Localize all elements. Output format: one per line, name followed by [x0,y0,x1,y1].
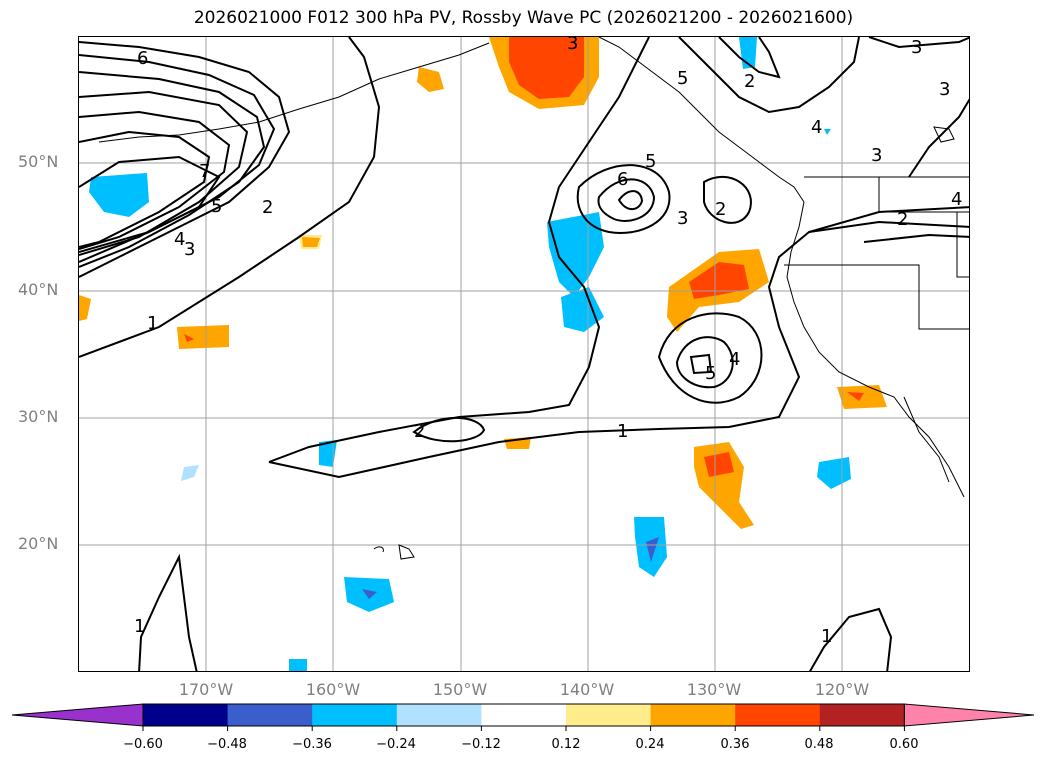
contour-label: 3 [871,145,882,166]
pv-contours [79,37,969,671]
contour-label: 1 [147,313,158,334]
contour-label: 2 [715,199,726,220]
colorbar-tick-label: 0.60 [890,737,919,752]
contour-label: 4 [951,189,962,210]
contour-label: 1 [617,421,628,442]
colorbar-ticks: −0.60 −0.48 −0.36 −0.24 −0.12 0.12 0.24 … [123,737,918,752]
graticule [79,37,969,671]
colorbar-cell [143,704,229,726]
contour-label: 6 [617,169,628,190]
contour-label: 5 [705,363,716,384]
lat-label-40n: 40°N [18,280,59,299]
lon-label-120w: 120°W [814,680,870,699]
contour-label: 3 [184,239,195,260]
contour-label: 4 [174,229,185,250]
contour-label: 3 [939,79,950,100]
colorbar-cell [735,704,821,726]
colorbar-cells [11,703,1035,731]
lon-label-150w: 150°W [432,680,488,699]
contour-label: 5 [211,196,222,217]
map-panel: 6 7 5 4 3 2 1 3 2 6 5 3 2 4 5 2 1 1 1 3 … [78,36,970,672]
colorbar-tick-label: −0.12 [461,737,501,752]
contour-label: 5 [677,68,688,89]
colorbar-tick-label: −0.24 [376,737,416,752]
colorbar-cell [312,704,398,726]
colorbar-extend-max [903,703,1035,727]
contour-label: 7 [199,161,210,182]
lon-label-130w: 130°W [686,680,742,699]
colorbar-outline [142,703,905,727]
contour-label: 6 [137,48,148,69]
contour-label: 2 [897,209,908,230]
lon-label-170w: 170°W [178,680,234,699]
lon-label-160w: 160°W [305,680,361,699]
colorbar-tick-label: −0.48 [207,737,247,752]
colorbar: −0.60 −0.48 −0.36 −0.24 −0.12 0.12 0.24 … [11,703,1035,752]
contour-labels: 6 7 5 4 3 2 1 3 2 6 5 3 2 4 5 2 1 1 1 3 … [134,37,962,647]
negative-anomaly-shading [89,37,851,671]
colorbar-tick-label: 0.24 [636,737,665,752]
lat-label-20n: 20°N [18,534,59,553]
contour-label: 3 [677,208,688,229]
colorbar-cell [396,704,482,726]
lon-label-140w: 140°W [559,680,615,699]
colorbar-tick-label: 0.48 [805,737,834,752]
contour-label: 5 [645,151,656,172]
colorbar-tick-label: −0.60 [123,737,163,752]
colorbar-tick-label: 0.36 [721,737,750,752]
contour-label: 2 [262,197,273,218]
lat-label-30n: 30°N [18,407,59,426]
colorbar-extend-min [11,703,144,727]
contour-label: 1 [821,626,832,647]
map-title: 2026021000 F012 300 hPa PV, Rossby Wave … [193,8,854,28]
colorbar-cell [227,704,313,726]
colorbar-cell [819,704,905,726]
contour-label: 4 [729,349,740,370]
colorbar-tick-label: 0.12 [552,737,581,752]
contour-label: 3 [911,37,922,58]
colorbar-cell [650,704,736,726]
colorbar-cell [481,704,567,726]
contour-label: 4 [811,117,822,138]
map-canvas: 6 7 5 4 3 2 1 3 2 6 5 3 2 4 5 2 1 1 1 3 … [79,37,969,671]
contour-label: 3 [567,37,578,54]
colorbar-cell [566,704,652,726]
contour-label: 2 [744,71,755,92]
lat-label-50n: 50°N [18,152,59,171]
colorbar-tick-label: −0.36 [292,737,332,752]
contour-label: 1 [134,616,145,637]
contour-label: 2 [414,421,425,442]
